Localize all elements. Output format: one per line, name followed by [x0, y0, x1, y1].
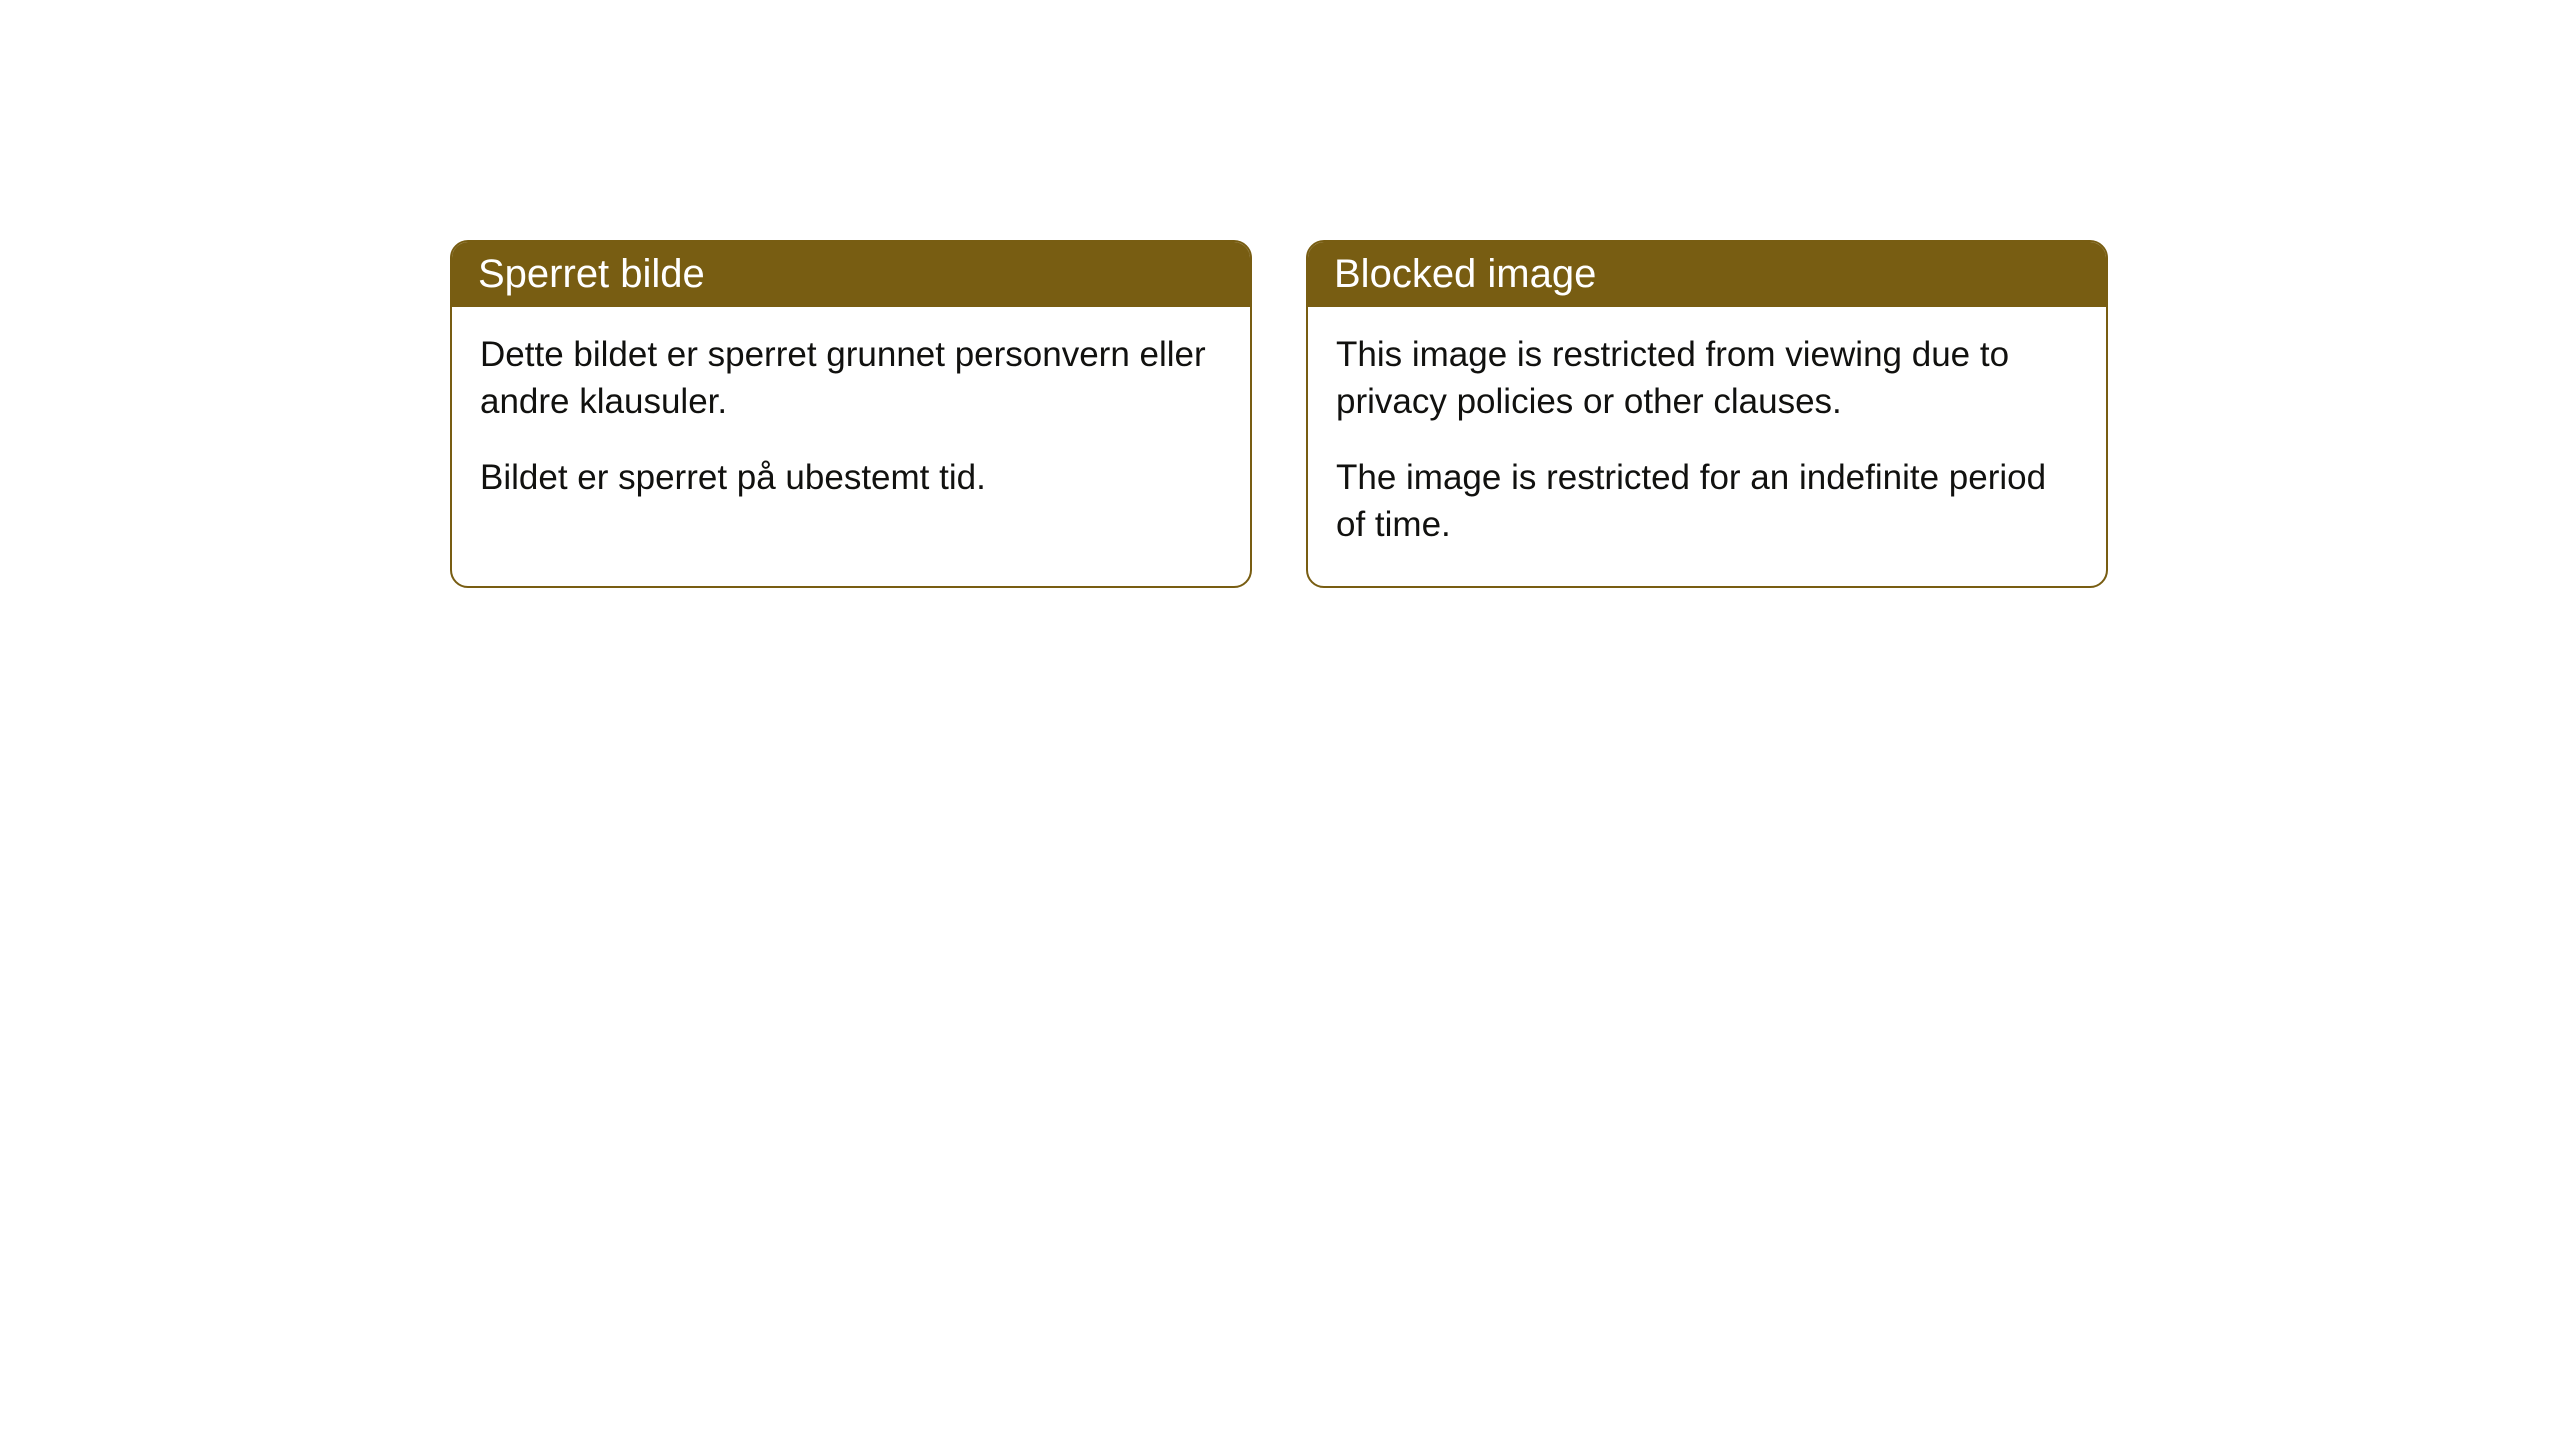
- card-paragraph: Bildet er sperret på ubestemt tid.: [480, 454, 1222, 501]
- card-paragraph: Dette bildet er sperret grunnet personve…: [480, 331, 1222, 426]
- card-title: Blocked image: [1334, 252, 1596, 296]
- notification-cards-container: Sperret bilde Dette bildet er sperret gr…: [450, 240, 2560, 588]
- card-title: Sperret bilde: [478, 252, 705, 296]
- card-body: Dette bildet er sperret grunnet personve…: [452, 307, 1250, 539]
- card-paragraph: This image is restricted from viewing du…: [1336, 331, 2078, 426]
- card-header: Blocked image: [1308, 242, 2106, 307]
- card-paragraph: The image is restricted for an indefinit…: [1336, 454, 2078, 549]
- card-header: Sperret bilde: [452, 242, 1250, 307]
- card-body: This image is restricted from viewing du…: [1308, 307, 2106, 586]
- blocked-image-card-norwegian: Sperret bilde Dette bildet er sperret gr…: [450, 240, 1252, 588]
- blocked-image-card-english: Blocked image This image is restricted f…: [1306, 240, 2108, 588]
